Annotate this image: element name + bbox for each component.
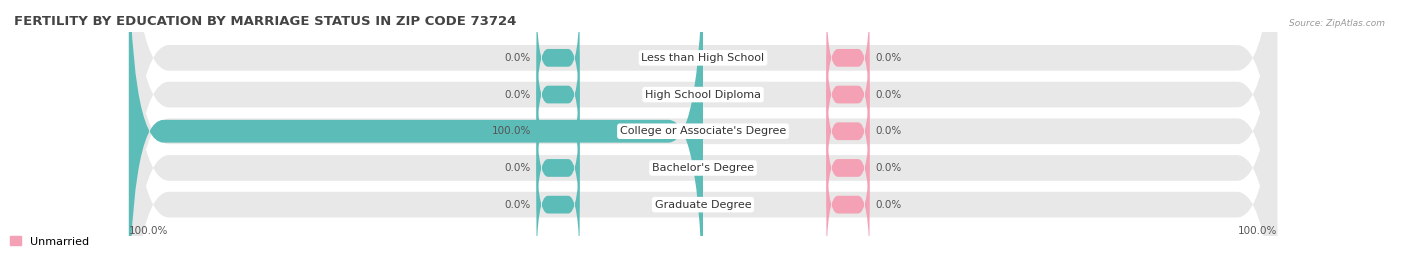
FancyBboxPatch shape bbox=[827, 67, 869, 196]
Text: Source: ZipAtlas.com: Source: ZipAtlas.com bbox=[1289, 19, 1385, 28]
Text: 0.0%: 0.0% bbox=[875, 90, 901, 99]
FancyBboxPatch shape bbox=[129, 0, 1277, 268]
Text: 100.0%: 100.0% bbox=[491, 126, 531, 136]
Legend: Married, Unmarried: Married, Unmarried bbox=[0, 236, 90, 247]
FancyBboxPatch shape bbox=[129, 0, 1277, 268]
FancyBboxPatch shape bbox=[827, 0, 869, 122]
FancyBboxPatch shape bbox=[129, 0, 1277, 268]
Text: 0.0%: 0.0% bbox=[875, 53, 901, 63]
Text: 0.0%: 0.0% bbox=[505, 90, 531, 99]
FancyBboxPatch shape bbox=[827, 103, 869, 232]
FancyBboxPatch shape bbox=[827, 140, 869, 268]
Text: Less than High School: Less than High School bbox=[641, 53, 765, 63]
FancyBboxPatch shape bbox=[129, 0, 1277, 268]
Text: 100.0%: 100.0% bbox=[129, 226, 169, 236]
FancyBboxPatch shape bbox=[537, 30, 579, 159]
Text: FERTILITY BY EDUCATION BY MARRIAGE STATUS IN ZIP CODE 73724: FERTILITY BY EDUCATION BY MARRIAGE STATU… bbox=[14, 15, 516, 28]
Text: 0.0%: 0.0% bbox=[505, 53, 531, 63]
Text: 0.0%: 0.0% bbox=[505, 200, 531, 210]
Text: 0.0%: 0.0% bbox=[505, 163, 531, 173]
FancyBboxPatch shape bbox=[537, 67, 579, 196]
Text: 0.0%: 0.0% bbox=[875, 200, 901, 210]
Text: 0.0%: 0.0% bbox=[875, 163, 901, 173]
Text: High School Diploma: High School Diploma bbox=[645, 90, 761, 99]
FancyBboxPatch shape bbox=[827, 30, 869, 159]
Text: College or Associate's Degree: College or Associate's Degree bbox=[620, 126, 786, 136]
FancyBboxPatch shape bbox=[129, 0, 1277, 268]
FancyBboxPatch shape bbox=[537, 0, 579, 122]
FancyBboxPatch shape bbox=[129, 0, 703, 268]
Text: 0.0%: 0.0% bbox=[875, 126, 901, 136]
FancyBboxPatch shape bbox=[537, 140, 579, 268]
FancyBboxPatch shape bbox=[537, 103, 579, 232]
Text: 100.0%: 100.0% bbox=[1237, 226, 1277, 236]
Text: Bachelor's Degree: Bachelor's Degree bbox=[652, 163, 754, 173]
Text: Graduate Degree: Graduate Degree bbox=[655, 200, 751, 210]
